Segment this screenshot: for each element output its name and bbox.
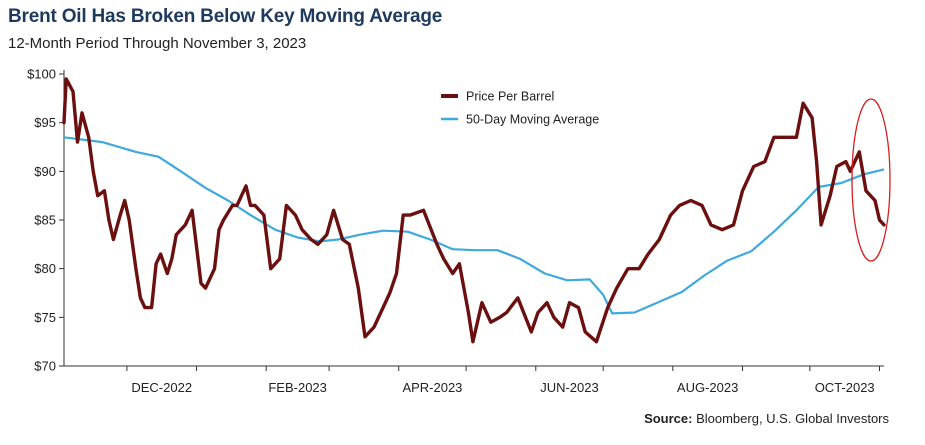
x-tick-label: AUG-2023 (677, 380, 738, 395)
source-text: Bloomberg, U.S. Global Investors (692, 411, 889, 426)
price-line (62, 77, 886, 344)
y-tick-label: $90 (34, 164, 56, 179)
legend-label-price: Price Per Barrel (466, 90, 554, 104)
x-tick-label: JUN-2023 (540, 380, 599, 395)
x-tick-label: OCT-2023 (815, 380, 875, 395)
legend-label-moving-average: 50-Day Moving Average (466, 113, 599, 127)
y-tick-label: $70 (34, 359, 56, 374)
source-note: Source: Bloomberg, U.S. Global Investors (644, 411, 889, 426)
y-tick-label: $95 (34, 115, 56, 130)
x-tick-label: DEC-2022 (131, 380, 192, 395)
legend: Price Per Barrel 50-Day Moving Average (441, 90, 599, 127)
y-tick-label: $75 (34, 310, 56, 325)
source-label: Source: (644, 411, 693, 426)
y-tick-label: $100 (27, 67, 56, 82)
y-tick-label: $80 (34, 261, 56, 276)
y-tick-label: $85 (34, 213, 56, 228)
y-axis: $70 $75 $80 $85 $90 $95 $100 (27, 67, 65, 374)
highlight-layer (851, 98, 891, 262)
chart-subtitle: 12-Month Period Through November 3, 2023 (8, 35, 307, 52)
x-tick-label: FEB-2023 (268, 380, 327, 395)
x-tick-label: APR-2023 (402, 380, 462, 395)
chart-title: Brent Oil Has Broken Below Key Moving Av… (8, 6, 443, 27)
moving-average-line (63, 136, 885, 315)
series-layer (62, 77, 886, 344)
x-axis: DEC-2022 FEB-2023 APR-2023 JUN-2023 AUG-2023… (64, 365, 884, 395)
highlight-ellipse (851, 98, 891, 262)
